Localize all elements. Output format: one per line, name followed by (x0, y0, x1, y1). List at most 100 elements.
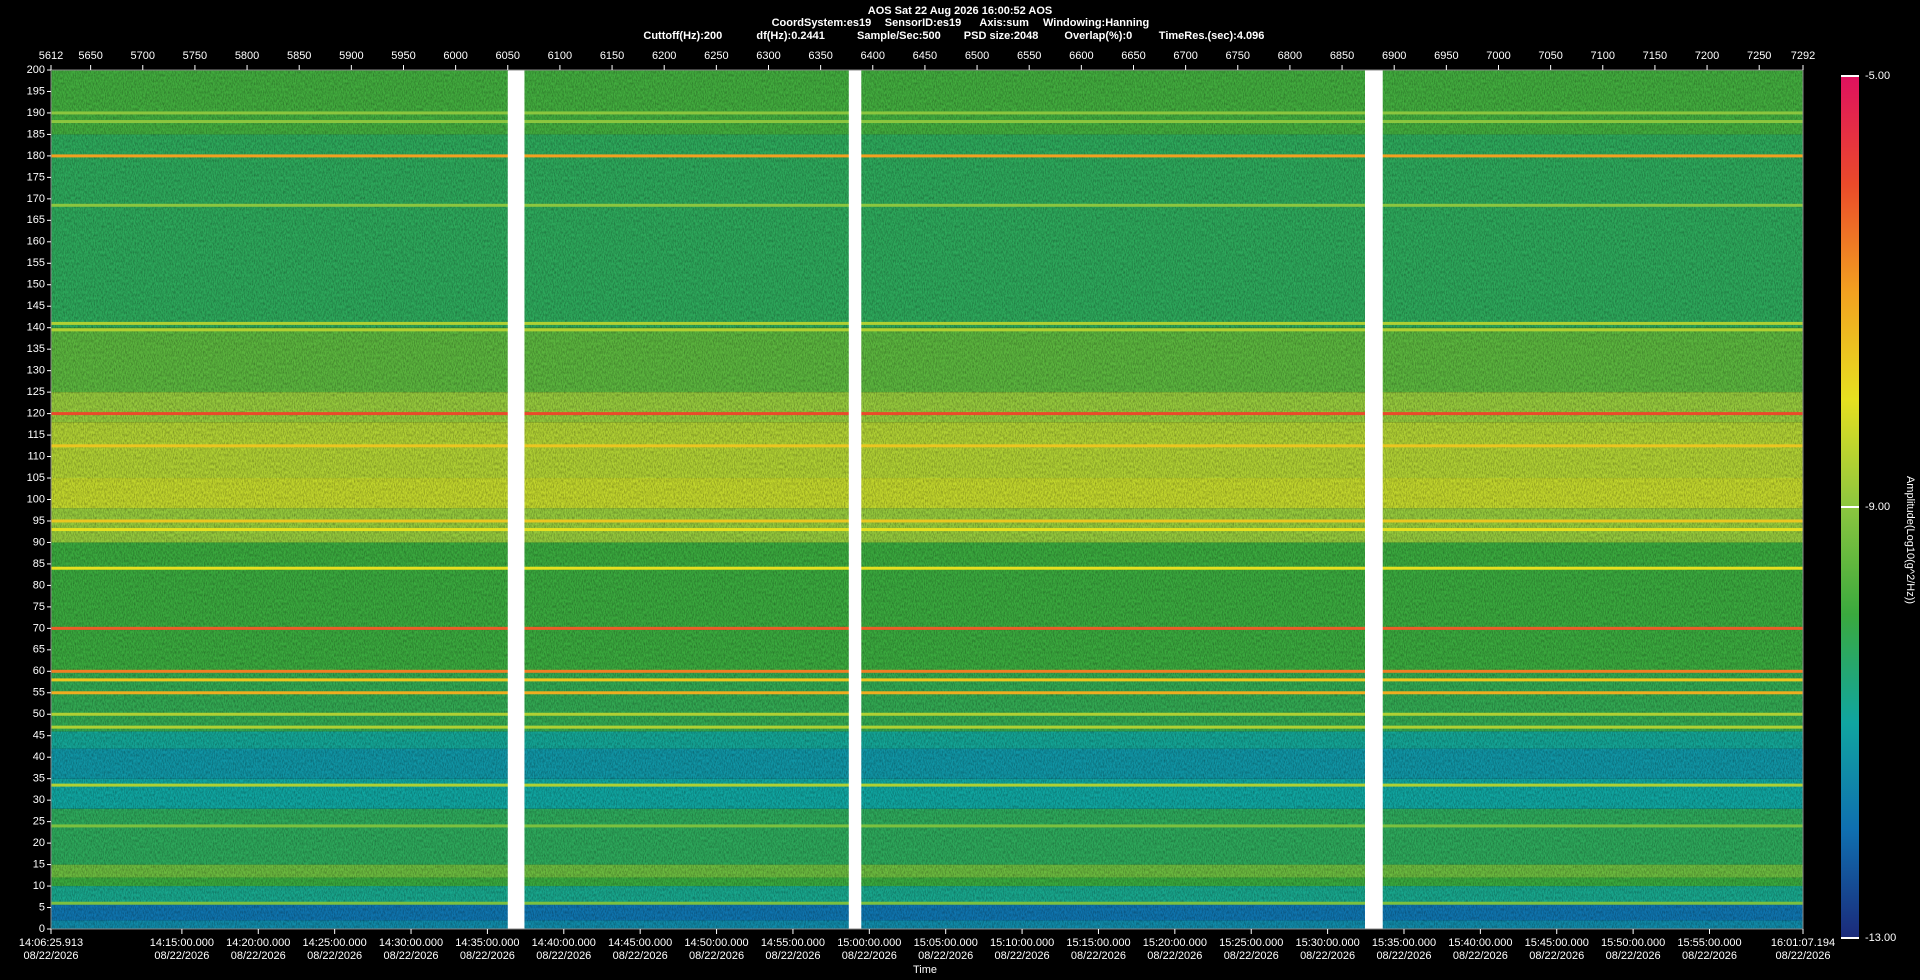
x-tick-label: 6300 (756, 50, 780, 62)
y-tick-label: 95 (33, 515, 45, 527)
header-field: TimeRes.(sec):4.096 (1159, 30, 1265, 42)
y-tick-label: 200 (27, 64, 45, 76)
time-tick-date: 08/22/2026 (460, 950, 515, 962)
time-tick-date: 08/22/2026 (231, 950, 286, 962)
tonal-line (51, 725, 1803, 729)
x-tick-label: 6800 (1278, 50, 1302, 62)
y-tick-label: 55 (33, 687, 45, 699)
time-tick-label: 15:40:00.000 (1448, 937, 1512, 949)
header-field: Sample/Sec:500 (857, 30, 941, 42)
x-tick-label: 6900 (1382, 50, 1406, 62)
time-tick-date: 08/22/2026 (154, 950, 209, 962)
y-tick-label: 180 (27, 150, 45, 162)
time-tick-label: 14:20:00.000 (226, 937, 290, 949)
x-tick-label: 7292 (1791, 50, 1815, 62)
x-tick-label: 5950 (391, 50, 415, 62)
time-tick-date: 08/22/2026 (1147, 950, 1202, 962)
time-tick-date: 08/22/2026 (995, 950, 1050, 962)
chart-title: AOS Sat 22 Aug 2026 16:00:52 AOS (868, 5, 1052, 17)
data-gap (1365, 70, 1383, 929)
x-tick-label: 6500 (965, 50, 989, 62)
time-tick-label: 15:45:00.000 (1525, 937, 1589, 949)
y-tick-label: 15 (33, 858, 45, 870)
y-tick-label: 135 (27, 343, 45, 355)
x-tick-label: 6100 (548, 50, 572, 62)
y-tick-label: 0 (39, 923, 45, 935)
x-tick-label: 5612 (39, 50, 63, 62)
y-tick-label: 90 (33, 536, 45, 548)
tonal-line (51, 528, 1803, 532)
x-tick-label: 6200 (652, 50, 676, 62)
y-tick-label: 65 (33, 644, 45, 656)
time-tick-date: 08/22/2026 (1775, 950, 1830, 962)
time-tick-date: 08/22/2026 (1606, 950, 1661, 962)
y-tick-label: 190 (27, 107, 45, 119)
time-tick-date: 08/22/2026 (1300, 950, 1355, 962)
tonal-line (51, 901, 1803, 905)
time-tick-date: 08/22/2026 (1224, 950, 1279, 962)
y-tick-label: 75 (33, 601, 45, 613)
y-tick-label: 160 (27, 236, 45, 248)
header-field: Windowing:Hanning (1043, 17, 1149, 29)
noise-texture (51, 70, 1803, 929)
y-tick-label: 80 (33, 579, 45, 591)
time-tick-date: 08/22/2026 (689, 950, 744, 962)
y-tick-label: 35 (33, 773, 45, 785)
time-tick-date: 08/22/2026 (1529, 950, 1584, 962)
x-tick-label: 7050 (1538, 50, 1562, 62)
y-tick-label: 130 (27, 365, 45, 377)
y-tick-label: 165 (27, 214, 45, 226)
header-field: PSD size:2048 (964, 30, 1039, 42)
time-tick-label: 15:25:00.000 (1219, 937, 1283, 949)
x-tick-label: 6350 (808, 50, 832, 62)
tonal-line (51, 691, 1803, 695)
y-tick-label: 170 (27, 193, 45, 205)
time-tick-date: 08/22/2026 (1682, 950, 1737, 962)
x-tick-label: 6950 (1434, 50, 1458, 62)
tonal-line (51, 566, 1803, 570)
x-tick-label: 7000 (1486, 50, 1510, 62)
tonal-line (51, 669, 1803, 673)
time-tick-label: 15:55:00.000 (1677, 937, 1741, 949)
y-tick-label: 140 (27, 322, 45, 334)
time-tick-label: 15:15:00.000 (1066, 937, 1130, 949)
y-tick-label: 120 (27, 408, 45, 420)
time-tick-label: 15:30:00.000 (1295, 937, 1359, 949)
y-tick-label: 100 (27, 493, 45, 505)
y-tick-label: 10 (33, 880, 45, 892)
time-tick-date: 08/22/2026 (842, 950, 897, 962)
tonal-line (51, 412, 1803, 416)
y-tick-label: 155 (27, 257, 45, 269)
y-tick-label: 125 (27, 386, 45, 398)
x-tick-label: 5800 (235, 50, 259, 62)
y-tick-label: 70 (33, 622, 45, 634)
x-tick-label: 6600 (1069, 50, 1093, 62)
x-tick-label: 6750 (1226, 50, 1250, 62)
y-tick-label: 45 (33, 730, 45, 742)
x-tick-label: 6400 (861, 50, 885, 62)
x-tick-label: 6450 (913, 50, 937, 62)
time-tick-date: 08/22/2026 (1376, 950, 1431, 962)
x-tick-label: 7200 (1695, 50, 1719, 62)
colorbar-tick-label: -9.00 (1865, 501, 1890, 513)
y-tick-label: 40 (33, 751, 45, 763)
time-tick-label: 16:01:07.194 (1771, 937, 1835, 949)
time-tick-label: 14:35:00.000 (455, 937, 519, 949)
header-field: Overlap(%):0 (1064, 30, 1132, 42)
time-tick-date: 08/22/2026 (765, 950, 820, 962)
header-field: SensorID:es19 (885, 17, 961, 29)
x-tick-label: 6250 (704, 50, 728, 62)
time-tick-date: 08/22/2026 (23, 950, 78, 962)
x-tick-label: 6850 (1330, 50, 1354, 62)
time-tick-date: 08/22/2026 (613, 950, 668, 962)
time-tick-label: 15:05:00.000 (914, 937, 978, 949)
time-tick-date: 08/22/2026 (307, 950, 362, 962)
time-tick-label: 14:15:00.000 (150, 937, 214, 949)
time-tick-label: 14:40:00.000 (532, 937, 596, 949)
y-tick-label: 110 (27, 450, 45, 462)
x-tick-label: 6700 (1173, 50, 1197, 62)
time-tick-label: 14:55:00.000 (761, 937, 825, 949)
tonal-line (51, 519, 1803, 523)
